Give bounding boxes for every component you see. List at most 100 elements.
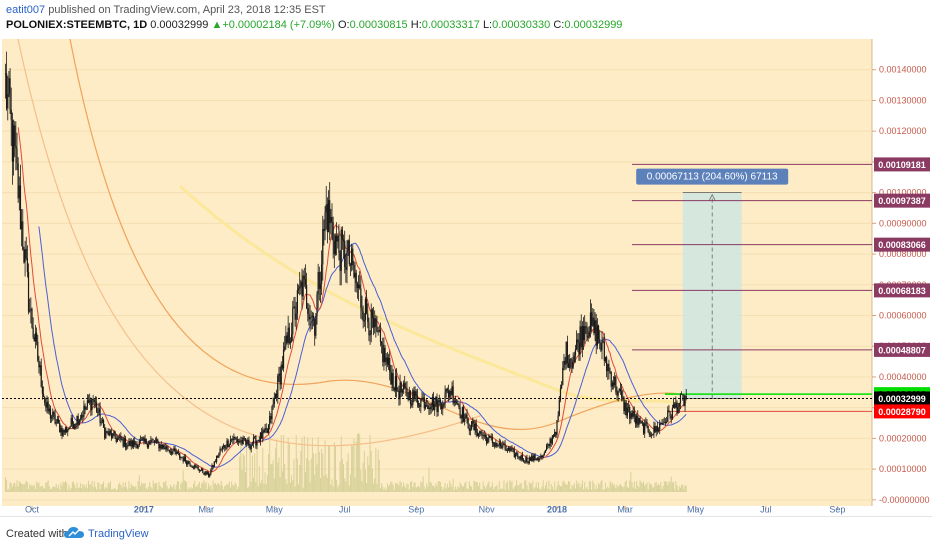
volume-bar bbox=[307, 437, 309, 492]
y-tick-label: 0.00010000 bbox=[879, 464, 927, 474]
volume-bar bbox=[656, 485, 658, 492]
volume-bar bbox=[311, 437, 313, 492]
volume-bar bbox=[520, 483, 522, 492]
price-chart[interactable]: 0.00067113 (204.60%) 67113 0.00140000 0.0… bbox=[0, 36, 932, 516]
volume-bar bbox=[655, 481, 657, 492]
candle-body bbox=[165, 446, 167, 450]
volume-bar bbox=[571, 485, 573, 492]
volume-bar bbox=[18, 481, 20, 492]
candle-body bbox=[537, 458, 540, 460]
volume-bar bbox=[668, 481, 670, 492]
volume-bar bbox=[638, 487, 640, 492]
volume-bar bbox=[381, 483, 383, 492]
candle-body bbox=[192, 467, 195, 469]
volume-bar bbox=[382, 486, 384, 492]
candle-body bbox=[527, 462, 529, 464]
volume-bar bbox=[199, 488, 201, 492]
volume-bar bbox=[333, 442, 335, 492]
volume-bar bbox=[490, 486, 492, 492]
volume-bar bbox=[289, 482, 291, 492]
author-link[interactable]: eatit007 bbox=[6, 4, 46, 16]
candle-body bbox=[355, 272, 357, 284]
volume-bar bbox=[41, 485, 43, 492]
measure-arrow-head bbox=[708, 193, 716, 201]
volume-bar bbox=[585, 488, 587, 492]
candle-body bbox=[198, 469, 200, 472]
level-label: 0.00109181 bbox=[878, 160, 926, 170]
volume-bar bbox=[420, 481, 422, 492]
candle-body bbox=[157, 439, 159, 443]
price-range-measure[interactable]: 0.00067113 (204.60%) 67113 bbox=[636, 168, 789, 399]
candle-body bbox=[14, 125, 16, 147]
y-tick-label: 0.00060000 bbox=[879, 311, 927, 321]
volume-bar bbox=[306, 458, 308, 492]
volume-bar bbox=[663, 481, 665, 492]
candle-body bbox=[239, 441, 241, 443]
candle-body bbox=[676, 402, 678, 414]
volume-bar bbox=[49, 489, 51, 492]
candle-body bbox=[503, 443, 505, 445]
volume-bar bbox=[523, 488, 525, 492]
candle-body bbox=[424, 405, 427, 409]
x-tick-label: Sep bbox=[408, 505, 424, 515]
volume-bar bbox=[179, 489, 181, 492]
candle-body bbox=[136, 444, 138, 449]
candle-body bbox=[426, 405, 428, 406]
candle-body bbox=[207, 472, 210, 477]
volume-bar bbox=[398, 485, 400, 492]
candle-body bbox=[502, 444, 504, 448]
horizontal-levels[interactable] bbox=[2, 163, 872, 412]
candle-body bbox=[195, 465, 197, 467]
volume-bar bbox=[542, 480, 544, 492]
tradingview-brand-link[interactable]: TradingView bbox=[88, 528, 149, 540]
candle-body bbox=[670, 416, 672, 419]
volume-bar bbox=[92, 487, 94, 492]
volume-bar bbox=[150, 486, 152, 492]
volume-bar bbox=[652, 487, 654, 492]
volume-bar bbox=[34, 489, 36, 492]
volume-bar bbox=[262, 447, 264, 492]
volume-bar bbox=[344, 478, 346, 492]
candle-body bbox=[529, 457, 532, 461]
x-tick-label: Nov bbox=[479, 505, 496, 515]
volume-bar bbox=[525, 480, 527, 492]
volume-bar bbox=[388, 486, 390, 492]
candle-body bbox=[258, 440, 260, 442]
candle-body bbox=[504, 443, 506, 449]
candle-body bbox=[449, 391, 451, 398]
volume-bar bbox=[573, 482, 575, 492]
volume-bar bbox=[556, 486, 558, 492]
volume-bar bbox=[588, 481, 590, 492]
candle-body bbox=[229, 439, 232, 445]
volume-bar bbox=[458, 487, 460, 492]
candle-body bbox=[368, 322, 370, 336]
candle-body bbox=[462, 407, 465, 423]
volume-bar bbox=[501, 488, 503, 492]
candle-body bbox=[623, 396, 625, 412]
volume-bar bbox=[397, 483, 399, 492]
volume-bar bbox=[479, 482, 481, 492]
volume-bar bbox=[218, 483, 220, 492]
volume-bar bbox=[617, 486, 619, 492]
ohlc-line: POLONIEX:STEEMBTC, 1D 0.00032999 ▲+0.000… bbox=[6, 19, 622, 31]
volume-bar bbox=[278, 457, 280, 492]
publish-line: eatit007 published on TradingView.com, A… bbox=[6, 4, 326, 16]
candle-body bbox=[402, 383, 405, 390]
candle-body bbox=[153, 440, 155, 443]
candle-body bbox=[479, 431, 481, 434]
time-axis[interactable]: Oct 2017 Mar May Jul Sep Nov 2018 Mar May Jul Sep bbox=[25, 505, 845, 515]
volume-bar bbox=[270, 464, 272, 492]
tradingview-cloud-icon[interactable] bbox=[64, 526, 84, 540]
volume-bar bbox=[496, 485, 498, 492]
volume-bar bbox=[626, 486, 628, 492]
candle-body bbox=[539, 458, 541, 460]
volume-bar bbox=[466, 488, 468, 492]
volume-bar bbox=[74, 484, 76, 492]
volume-bar bbox=[358, 433, 360, 492]
candle-body bbox=[391, 373, 393, 385]
volume-bar bbox=[378, 459, 380, 492]
y-tick-label: 0.00040000 bbox=[879, 372, 927, 382]
volume-bar bbox=[73, 481, 75, 492]
volume-bar bbox=[375, 447, 377, 492]
open-value: 0.00030815 bbox=[349, 19, 408, 31]
